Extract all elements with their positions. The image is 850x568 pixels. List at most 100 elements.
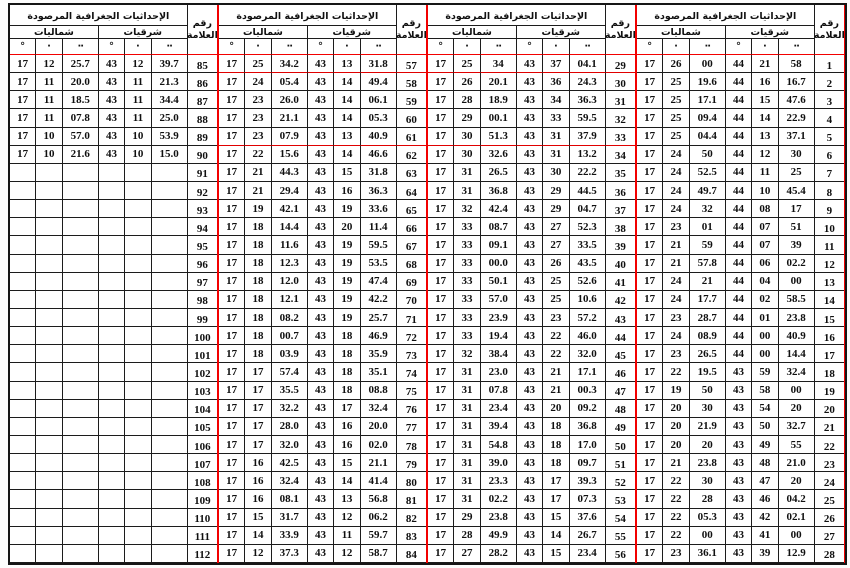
coordinate-cell: 28.2: [480, 544, 517, 563]
coordinate-cell: 21.6: [62, 145, 99, 164]
mark-number-cell: 97: [187, 273, 217, 291]
coordinate-cell: 17: [10, 145, 37, 164]
coordinate-cell: [62, 381, 99, 400]
coordinate-cell: [10, 472, 37, 491]
observed-coords-title: الإحداثيات الجغرافية المرصودة: [428, 5, 606, 26]
coordinate-cell: 17: [428, 145, 455, 164]
coordinate-cell: 28.7: [689, 308, 726, 328]
northings-label: شماليات: [428, 26, 517, 39]
coordinate-cell: 43: [307, 472, 335, 491]
coordinate-cell: 07.8: [62, 109, 99, 128]
coordinate-cell: 25: [663, 91, 690, 110]
coordinate-cell: 21: [752, 55, 779, 74]
mark-number-cell: 39: [605, 236, 635, 255]
coordinate-cell: 18: [543, 417, 570, 436]
coordinate-cell: 43: [516, 163, 544, 182]
coordinate-cell: 43: [725, 381, 753, 400]
coordinate-cell: 00.7: [271, 327, 308, 346]
mark-number-cell: 64: [396, 182, 426, 201]
coordinate-cell: [10, 399, 37, 418]
coordinate-cell: [151, 327, 188, 346]
coordinate-cell: 14: [334, 91, 361, 110]
coordinate-cell: 21: [543, 381, 570, 400]
coordinate-cell: 17: [428, 218, 455, 237]
coordinate-cell: [62, 163, 99, 182]
coordinate-cell: [125, 417, 152, 436]
coordinate-cell: 06.2: [360, 508, 397, 527]
mark-number-header-line2: العلامة: [187, 29, 217, 41]
coordinate-cell: [98, 399, 126, 418]
coordinate-cell: [10, 272, 37, 291]
coordinate-cell: 01: [752, 308, 779, 328]
mark-number-cell: 60: [396, 109, 426, 128]
coordinate-cell: [125, 236, 152, 255]
coordinate-cell: 43: [98, 145, 126, 164]
coordinate-cell: [125, 163, 152, 182]
coordinate-cell: 03.9: [271, 345, 308, 364]
coordinate-cell: 17: [219, 254, 246, 273]
coordinate-cell: 32.7: [778, 417, 815, 436]
coordinate-cell: 53.5: [360, 254, 397, 273]
coordinate-cell: 44.5: [569, 181, 606, 201]
coordinate-cell: 43: [725, 363, 753, 382]
coordinate-cell: [10, 454, 37, 473]
coordinate-cell: 02.2: [778, 254, 815, 273]
coordinate-cell: 16: [245, 490, 272, 509]
coordinate-cell: [36, 181, 63, 201]
coordinate-cell: [10, 417, 37, 436]
mark-number-header: رقم العلامة: [187, 5, 217, 55]
coordinate-cell: 12.3: [271, 254, 308, 273]
coordinate-cell: 17: [10, 73, 37, 92]
coordinate-cell: 13.2: [569, 145, 606, 164]
coordinate-cell: 11: [125, 109, 152, 128]
coordinate-cell: 08.8: [360, 381, 397, 400]
coordinate-cell: 19: [663, 381, 690, 400]
coordinate-cell: 53.9: [151, 127, 188, 146]
mark-number-cell: 101: [187, 345, 217, 364]
coordinate-cell: 21.1: [360, 454, 397, 473]
coordinate-cell: 15.6: [271, 145, 308, 164]
coordinate-cell: 29: [543, 181, 570, 201]
coordinate-cell: 36.8: [569, 417, 606, 436]
coordinate-cell: 43: [98, 91, 126, 110]
coordinate-cell: 22: [543, 327, 570, 346]
coordinate-cell: 17: [428, 109, 455, 128]
coordinate-cell: 42.5: [271, 454, 308, 473]
coordinate-cell: 43: [725, 508, 753, 527]
coordinate-cell: 24: [663, 272, 690, 291]
mark-number-cell: 57: [396, 55, 426, 74]
coordinate-cell: 23.4: [480, 399, 517, 418]
coordinate-cell: 17: [245, 363, 272, 382]
coordinate-cell: 39.3: [569, 472, 606, 491]
coordinate-cell: 47.4: [360, 272, 397, 291]
eastings-label: شرقيات: [725, 26, 815, 39]
mark-number-cell: 37: [605, 200, 635, 219]
coordinate-cell: 26: [454, 73, 481, 92]
coordinate-cell: 13: [334, 490, 361, 509]
coordinate-cell: 27: [454, 544, 481, 563]
coordinate-cell: 43: [307, 381, 335, 400]
coordinate-cell: 15: [334, 163, 361, 182]
coordinate-cell: 17: [428, 91, 455, 110]
coordinate-cell: 17: [428, 544, 455, 563]
mark-number-cell: 90: [187, 146, 217, 164]
mark-number-cell: 5: [814, 128, 844, 146]
coordinate-cell: 43: [307, 508, 335, 527]
coordinate-cell: 43: [307, 218, 335, 237]
coordinate-cell: 51: [778, 218, 815, 237]
coordinate-cell: 43: [725, 435, 753, 455]
coordinate-cell: 17: [637, 308, 664, 328]
coordinate-cell: 17: [10, 55, 37, 74]
coordinate-cell: [62, 272, 99, 291]
coordinate-cell: 17: [428, 254, 455, 273]
mark-number-cell: 34: [605, 146, 635, 164]
coordinate-cell: 21: [689, 272, 726, 291]
coordinate-cell: [62, 181, 99, 201]
coordinate-cell: 44: [725, 236, 753, 255]
coordinate-cell: [36, 435, 63, 455]
coordinate-cell: 17: [637, 290, 664, 309]
coordinate-cell: 17: [637, 544, 664, 563]
coordinate-cell: 17: [637, 526, 664, 545]
coordinate-cell: 39: [778, 236, 815, 255]
coordinate-cell: [36, 200, 63, 219]
